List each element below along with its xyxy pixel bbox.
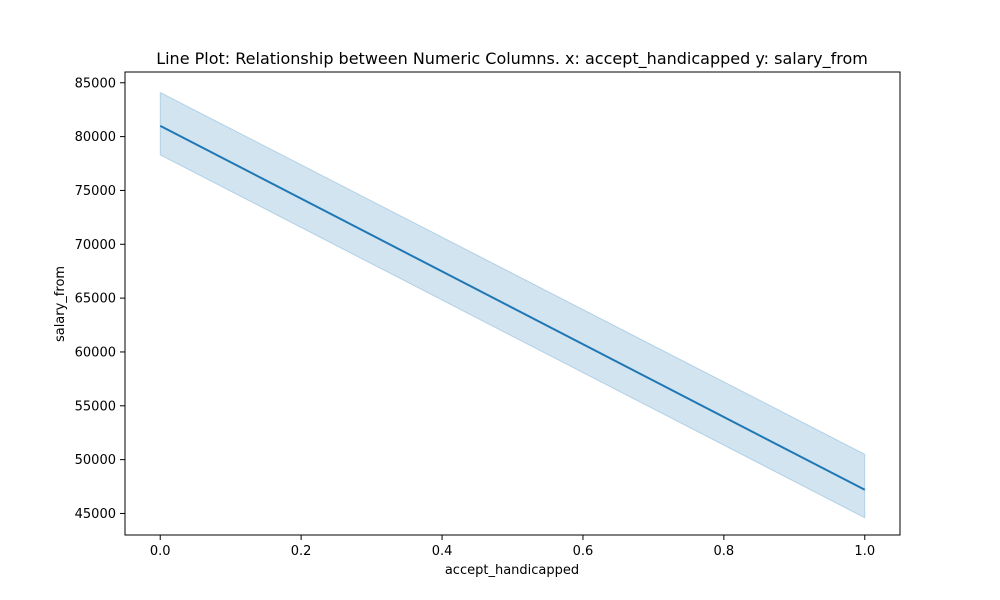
y-axis-label: salary_from xyxy=(53,266,68,342)
x-axis-label: accept_handicapped xyxy=(445,563,579,578)
y-tick-label: 55000 xyxy=(75,399,116,414)
x-tick-label: 1.0 xyxy=(854,544,875,559)
y-tick-label: 60000 xyxy=(75,345,116,360)
y-tick-label: 65000 xyxy=(75,292,116,307)
x-tick-label: 0.2 xyxy=(291,544,312,559)
x-tick-label: 0.6 xyxy=(573,544,594,559)
y-tick-label: 80000 xyxy=(75,130,116,145)
plot-area xyxy=(159,91,866,519)
plot-frame xyxy=(124,71,901,536)
y-tick-label: 85000 xyxy=(75,76,116,91)
y-axis: 45000 50000 55000 60000 65000 70000 75000 80000… xyxy=(75,76,125,522)
confidence-band xyxy=(159,91,866,519)
x-axis: 0.0 0.2 0.4 0.6 0.8 1.0 xyxy=(150,535,875,559)
x-tick-label: 0.8 xyxy=(714,544,735,559)
y-tick-label: 70000 xyxy=(75,238,116,253)
x-tick-label: 0.4 xyxy=(432,544,453,559)
x-tick-label: 0.0 xyxy=(150,544,171,559)
y-tick-label: 75000 xyxy=(75,184,116,199)
y-tick-label: 45000 xyxy=(75,507,116,522)
series-line xyxy=(159,124,866,491)
chart-title: Line Plot: Relationship between Numeric … xyxy=(156,49,868,69)
y-tick-label: 50000 xyxy=(75,453,116,468)
